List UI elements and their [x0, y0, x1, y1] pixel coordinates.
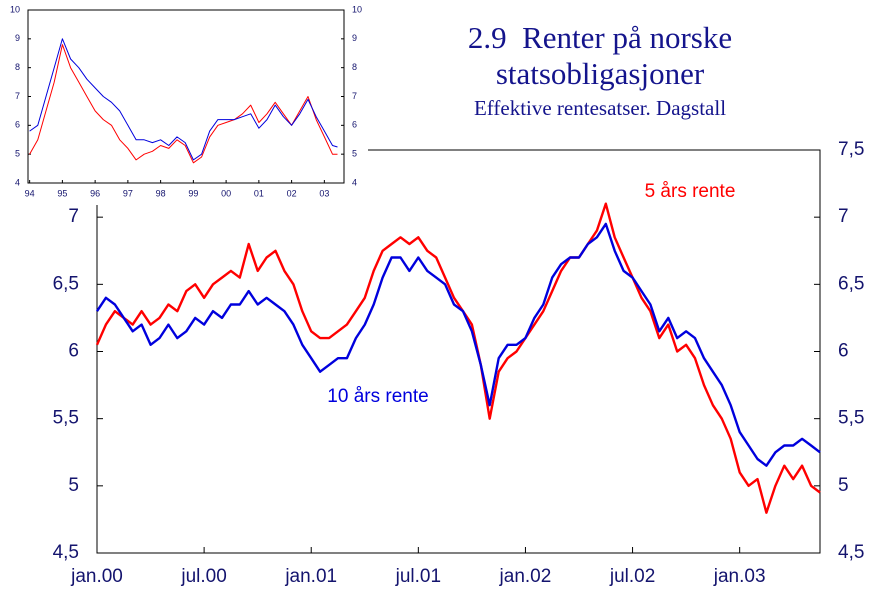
- y-tick-label: 10: [10, 4, 20, 14]
- y2-tick-label: 5: [838, 475, 849, 496]
- x-tick-label: 96: [90, 188, 100, 198]
- line-series: [29, 44, 338, 164]
- y2-tick-label: 6: [352, 120, 357, 130]
- x-tick-label: jan.03: [713, 566, 766, 587]
- annotation: 5 års rente: [645, 181, 736, 202]
- line-series: [29, 38, 338, 161]
- chart-title: 2.9 Renter på norske statsobligasjoner: [467, 20, 740, 91]
- chart-subtitle: Effektive rentesatser. Dagstall: [473, 96, 727, 120]
- y-tick-label: 7: [15, 91, 20, 101]
- y2-tick-label: 4: [352, 177, 357, 187]
- y2-tick-label: 5,5: [838, 408, 864, 429]
- y2-tick-label: 9: [352, 33, 357, 43]
- x-tick-label: 97: [123, 188, 133, 198]
- y2-tick-label: 7: [352, 91, 357, 101]
- x-tick-label: 01: [254, 188, 264, 198]
- y-tick-label: 5: [15, 149, 20, 159]
- plot-frame: [96, 149, 821, 554]
- y-tick-label: 5,5: [53, 408, 79, 429]
- inset-background: [2, 0, 368, 205]
- y-tick-label: 6: [15, 120, 20, 130]
- y2-tick-label: 7: [838, 206, 849, 227]
- y2-tick-label: 10: [352, 4, 362, 14]
- x-tick-label: 99: [188, 188, 198, 198]
- y-tick-label: 9: [15, 33, 20, 43]
- x-tick-label: 00: [221, 188, 231, 198]
- y-tick-label: 8: [15, 62, 20, 72]
- y2-tick-label: 8: [352, 62, 357, 72]
- x-tick-label: jul.00: [180, 566, 226, 587]
- line-series: [96, 222, 821, 467]
- x-tick-label: 95: [57, 188, 67, 198]
- y2-tick-label: 4,5: [838, 542, 864, 563]
- x-tick-label: 03: [319, 188, 329, 198]
- y2-tick-label: 5: [352, 149, 357, 159]
- y-tick-label: 5: [68, 475, 79, 496]
- y2-tick-label: 7,5: [838, 139, 864, 160]
- x-tick-label: 02: [287, 188, 297, 198]
- x-tick-label: jan.01: [284, 566, 337, 587]
- y2-tick-label: 6,5: [838, 273, 864, 294]
- y2-tick-label: 6: [838, 341, 849, 362]
- y-tick-label: 6,5: [53, 273, 79, 294]
- x-tick-label: jul.01: [395, 566, 441, 587]
- x-tick-label: jul.02: [609, 566, 655, 587]
- x-tick-label: 98: [156, 188, 166, 198]
- y-tick-label: 4,5: [53, 542, 79, 563]
- y-tick-label: 7: [68, 206, 79, 227]
- line-series: [95, 202, 821, 514]
- annotation: 10 års rente: [327, 386, 428, 407]
- x-tick-label: jan.02: [499, 566, 552, 587]
- y-tick-label: 6: [68, 341, 79, 362]
- y-tick-label: 4: [15, 177, 20, 187]
- x-tick-label: jan.00: [70, 566, 123, 587]
- x-tick-label: 94: [25, 188, 35, 198]
